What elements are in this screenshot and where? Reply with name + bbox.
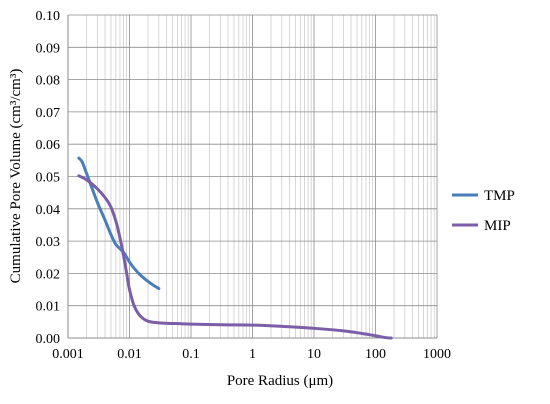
legend: TMP MIP	[452, 188, 515, 234]
y-tick-label: 0.02	[36, 267, 61, 282]
y-tick-label: 0.05	[36, 171, 61, 186]
legend-label-tmp: TMP	[484, 188, 515, 204]
x-tick-label: 0.1	[182, 347, 200, 362]
axes: 0.001 0.01 0.1 1 10 100 1000 0.00 0.01 0.02 0.03 0.…	[36, 9, 452, 362]
y-tick-label: 0.08	[36, 74, 61, 89]
y-tick-label: 0.07	[36, 106, 61, 121]
x-axis-title: Pore Radius (μm)	[227, 373, 333, 389]
y-tick-label: 0.00	[36, 332, 61, 347]
x-tick-label: 1	[249, 347, 256, 362]
x-tick-label: 10	[307, 347, 321, 362]
x-tick-label: 1000	[423, 347, 451, 362]
series-line-tmp	[77, 156, 161, 291]
y-tick-label: 0.10	[36, 9, 61, 24]
x-tick-label: 100	[365, 347, 386, 362]
x-tick-label: 0.01	[117, 347, 142, 362]
y-tick-label: 0.04	[36, 203, 61, 218]
data-series	[77, 156, 393, 340]
y-tick-label: 0.06	[36, 138, 61, 153]
y-tick-label: 0.09	[36, 41, 61, 56]
y-tick-label: 0.03	[36, 235, 61, 250]
y-axis-title: Cumulative Pore Volume (cm³/cm³)	[8, 69, 24, 284]
series-line-mip	[77, 174, 393, 340]
y-tick-label: 0.01	[36, 300, 61, 315]
x-tick-label: 0.001	[52, 347, 84, 362]
grid	[67, 14, 438, 339]
legend-label-mip: MIP	[484, 218, 511, 234]
